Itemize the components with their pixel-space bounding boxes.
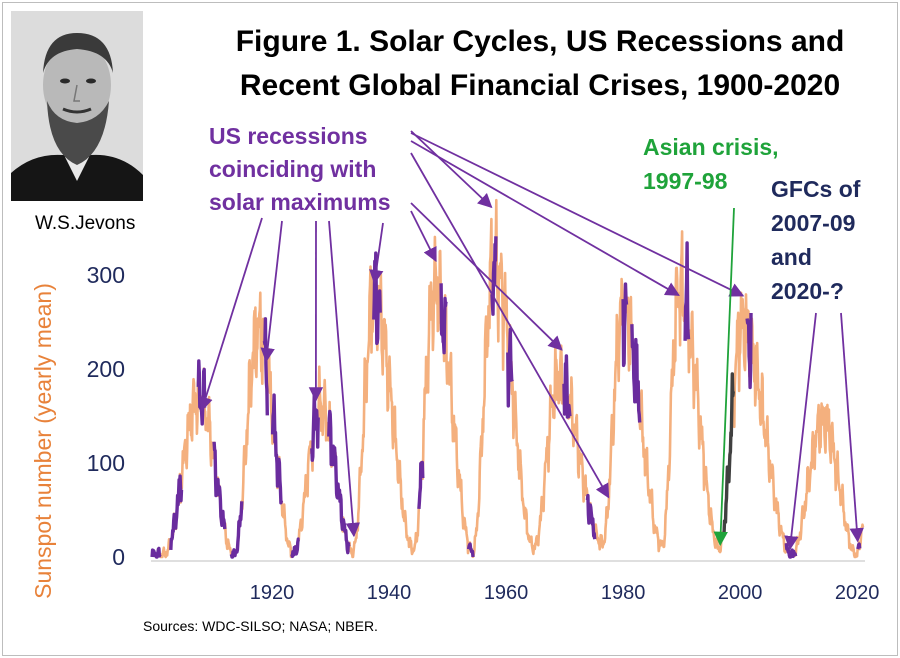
asian-crisis-arrow [713, 207, 735, 547]
recession-segment-22 [784, 543, 798, 559]
portrait-caption: W.S.Jevons [35, 213, 135, 234]
source-note: Sources: WDC-SILSO; NASA; NBER. [143, 618, 378, 634]
recession-segment-20 [683, 241, 691, 341]
recession-segment-2 [196, 359, 207, 426]
recession-segment-16 [562, 354, 572, 419]
gfc-annotation-line-2: 2007-09 [771, 210, 855, 236]
y-tick-label-100: 100 [87, 450, 125, 476]
y-axis-label: Sunspot number (yearly mean) [30, 283, 56, 599]
recession-segment-11 [417, 460, 425, 510]
y-tick-label-0: 0 [112, 544, 125, 570]
portrait-eye-right [86, 78, 96, 84]
recession-annotation-line-1: US recessions [209, 123, 368, 149]
recession-arrow-10 [410, 132, 745, 297]
gfc-arrow-2020 [840, 312, 864, 543]
axis-ticks: 0 100 200 300 1920 1940 1960 1980 2000 2020 [87, 262, 880, 604]
recession-segment-12 [439, 283, 448, 355]
plot-area [150, 198, 865, 559]
x-tick-label-1960: 1960 [484, 582, 529, 604]
recession-arrow-0 [198, 217, 263, 412]
gfc-annotation-line-1: GFCs of [771, 176, 861, 202]
recession-segment-3 [212, 441, 227, 530]
recession-segment-0 [150, 546, 162, 559]
recession-arrow-5 [410, 210, 437, 263]
recession-arrow-8 [410, 152, 610, 499]
recession-segment-1 [169, 474, 184, 550]
portrait-nose [73, 84, 80, 102]
gfc-arrow-2008 [784, 312, 817, 551]
asian-crisis-segment-0 [721, 372, 735, 538]
recession-segment-4 [229, 501, 244, 559]
gfc-annotation-line-4: 2020-? [771, 278, 844, 304]
recession-arrow-1 [260, 220, 283, 363]
y-tick-label-300: 300 [87, 262, 125, 288]
portrait-moustache [62, 107, 92, 114]
recession-annotation-line-2: coinciding with [209, 156, 376, 182]
recession-arrow-7 [410, 202, 563, 351]
x-tick-label-1940: 1940 [367, 582, 412, 604]
recession-annotation-line-3: solar maximums [209, 189, 391, 215]
recession-segment-5 [262, 317, 269, 416]
portrait-hair [43, 33, 113, 73]
recession-segment-18 [621, 282, 629, 368]
recession-arrow-9 [410, 140, 680, 296]
portrait-eye-left [60, 78, 70, 84]
recession-segment-14 [490, 236, 498, 316]
x-tick-label-1980: 1980 [601, 582, 646, 604]
recession-segment-7 [290, 537, 300, 559]
x-tick-label-2020: 2020 [835, 582, 880, 604]
recession-segment-15 [506, 327, 514, 408]
chart-svg: W.S.Jevons Figure 1. Solar Cycles, US Re… [11, 11, 880, 634]
recession-segment-21 [745, 312, 753, 390]
asian-crisis-annotation-line-2: 1997-98 [643, 168, 728, 194]
recession-arrow-4 [369, 222, 384, 285]
recession-segment-19 [630, 324, 642, 423]
recession-segment-6 [270, 393, 284, 505]
portrait-beard [47, 101, 109, 165]
portrait-collar [65, 157, 89, 181]
recession-segment-17 [585, 493, 597, 540]
recession-arrow-3 [328, 220, 361, 538]
gfc-annotation-line-3: and [771, 244, 812, 270]
y-tick-label-200: 200 [87, 356, 125, 382]
recession-segment-23 [856, 542, 862, 550]
jevons-portrait [11, 11, 143, 201]
chart-title-line-2: Recent Global Financial Crises, 1900-202… [240, 69, 840, 102]
recession-arrow-6 [410, 130, 493, 209]
asian-crisis-annotation-line-1: Asian crisis, [643, 134, 779, 160]
recession-segment-8 [310, 391, 320, 462]
annotation-arrows [198, 130, 864, 551]
chart-title-line-1: Figure 1. Solar Cycles, US Recessions an… [236, 25, 845, 58]
x-tick-label-2000: 2000 [718, 582, 763, 604]
recession-segment-10 [372, 251, 382, 346]
x-tick-label-1920: 1920 [250, 582, 295, 604]
recession-segment-13 [466, 542, 475, 558]
